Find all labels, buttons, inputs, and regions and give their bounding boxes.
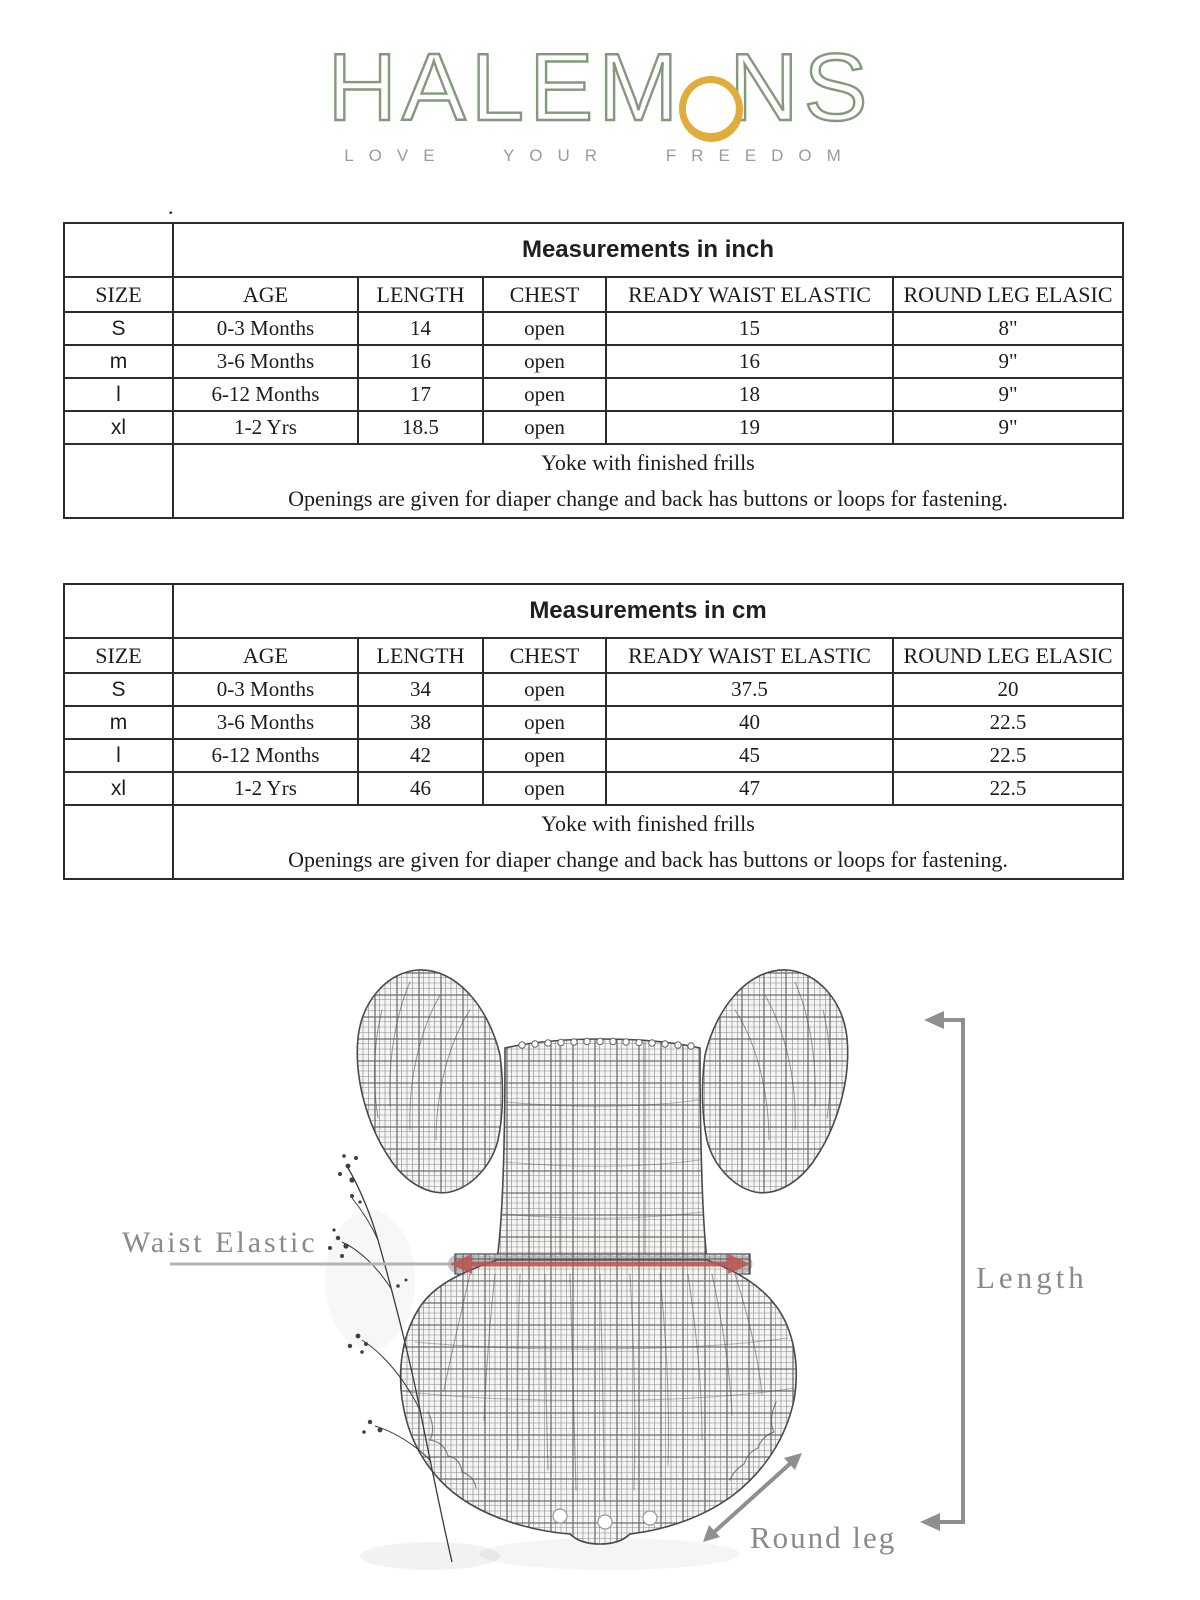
cell-length: 14 [357, 311, 484, 346]
column-header-leg: ROUND LEG ELASIC [891, 637, 1125, 674]
waist-arrow [170, 1254, 750, 1274]
wordmark-right: NS [728, 34, 873, 141]
column-header-age: AGE [172, 276, 359, 313]
note-line: Openings are given for diaper change and… [288, 847, 1008, 872]
cell-waist: 15 [605, 311, 894, 346]
size-chart-inch-table: Measurements in inch SIZE AGE LENGTH CHE… [63, 222, 1125, 519]
flower-sketch [328, 1154, 453, 1563]
cell-waist: 47 [605, 771, 894, 806]
column-header-waist: READY WAIST ELASTIC [605, 276, 894, 313]
cell-age: 3-6 Months [172, 705, 359, 740]
empty-corner-cell [63, 583, 174, 639]
note-line: Yoke with finished frills [541, 450, 755, 475]
column-header-chest: CHEST [482, 276, 607, 313]
cell-length: 16 [357, 344, 484, 379]
cell-leg: 9" [891, 410, 1125, 445]
length-label: Length [976, 1260, 1088, 1295]
cell-length: 38 [357, 705, 484, 740]
cell-size: xl [63, 410, 174, 445]
table-title: Measurements in cm [171, 583, 1125, 639]
brand-logo: HALEM NS LOVE YOUR FREEDOM [0, 38, 1200, 166]
cell-leg: 9" [891, 377, 1125, 412]
wordmark-left: HALEM [326, 34, 684, 141]
cell-chest: open [482, 410, 607, 445]
cell-age: 6-12 Months [172, 377, 359, 412]
brand-tagline: LOVE YOUR FREEDOM [344, 146, 856, 165]
cell-size: xl [63, 771, 174, 806]
empty-cell [63, 804, 174, 880]
note-line: Yoke with finished frills [541, 811, 755, 836]
cell-leg: 22.5 [891, 771, 1125, 806]
table-notes: Yoke with finished frills Openings are g… [171, 443, 1125, 519]
cell-length: 17 [357, 377, 484, 412]
cell-waist: 18 [605, 377, 894, 412]
column-header-chest: CHEST [482, 637, 607, 674]
cell-waist: 37.5 [605, 672, 894, 707]
cell-length: 46 [357, 771, 484, 806]
cell-length: 18.5 [357, 410, 484, 445]
cell-leg: 20 [891, 672, 1125, 707]
romper-illustration [356, 969, 849, 1545]
cell-chest: open [482, 311, 607, 346]
cell-length: 34 [357, 672, 484, 707]
column-header-waist: READY WAIST ELASTIC [605, 637, 894, 674]
cell-waist: 45 [605, 738, 894, 773]
cell-waist: 19 [605, 410, 894, 445]
cell-age: 0-3 Months [172, 672, 359, 707]
empty-corner-cell [63, 222, 174, 278]
note-line: Openings are given for diaper change and… [288, 486, 1008, 511]
cell-waist: 16 [605, 344, 894, 379]
empty-cell [63, 443, 174, 519]
shadow-smudges [360, 1538, 740, 1570]
cell-length: 42 [357, 738, 484, 773]
cell-chest: open [482, 344, 607, 379]
cell-size: S [63, 672, 174, 707]
cell-size: m [63, 705, 174, 740]
round-leg-arrow [703, 1453, 802, 1542]
column-header-length: LENGTH [357, 276, 484, 313]
column-header-size: SIZE [63, 276, 174, 313]
cell-size: S [63, 311, 174, 346]
cell-chest: open [482, 377, 607, 412]
brand-wordmark: HALEM NS [0, 38, 1200, 148]
size-chart-cm-table: Measurements in cm SIZE AGE LENGTH CHEST… [63, 583, 1125, 880]
column-header-leg: ROUND LEG ELASIC [891, 276, 1125, 313]
cell-leg: 22.5 [891, 738, 1125, 773]
cell-chest: open [482, 705, 607, 740]
stray-dot: . [168, 194, 174, 219]
round-leg-label: Round leg [750, 1520, 897, 1555]
cell-chest: open [482, 738, 607, 773]
cell-leg: 8" [891, 311, 1125, 346]
cell-leg: 9" [891, 344, 1125, 379]
column-header-length: LENGTH [357, 637, 484, 674]
column-header-age: AGE [172, 637, 359, 674]
romper-measurement-diagram [170, 969, 965, 1570]
cell-size: m [63, 344, 174, 379]
cell-size: l [63, 377, 174, 412]
length-bracket [920, 1011, 965, 1531]
cell-age: 0-3 Months [172, 311, 359, 346]
waist-elastic-label: Waist Elastic [122, 1226, 318, 1259]
cell-age: 3-6 Months [172, 344, 359, 379]
column-header-size: SIZE [63, 637, 174, 674]
cell-age: 1-2 Yrs [172, 771, 359, 806]
cell-chest: open [482, 672, 607, 707]
cell-chest: open [482, 771, 607, 806]
cell-waist: 40 [605, 705, 894, 740]
table-title: Measurements in inch [171, 222, 1125, 278]
cell-leg: 22.5 [891, 705, 1125, 740]
table-notes: Yoke with finished frills Openings are g… [171, 804, 1125, 880]
cell-age: 1-2 Yrs [172, 410, 359, 445]
cell-size: l [63, 738, 174, 773]
cell-age: 6-12 Months [172, 738, 359, 773]
